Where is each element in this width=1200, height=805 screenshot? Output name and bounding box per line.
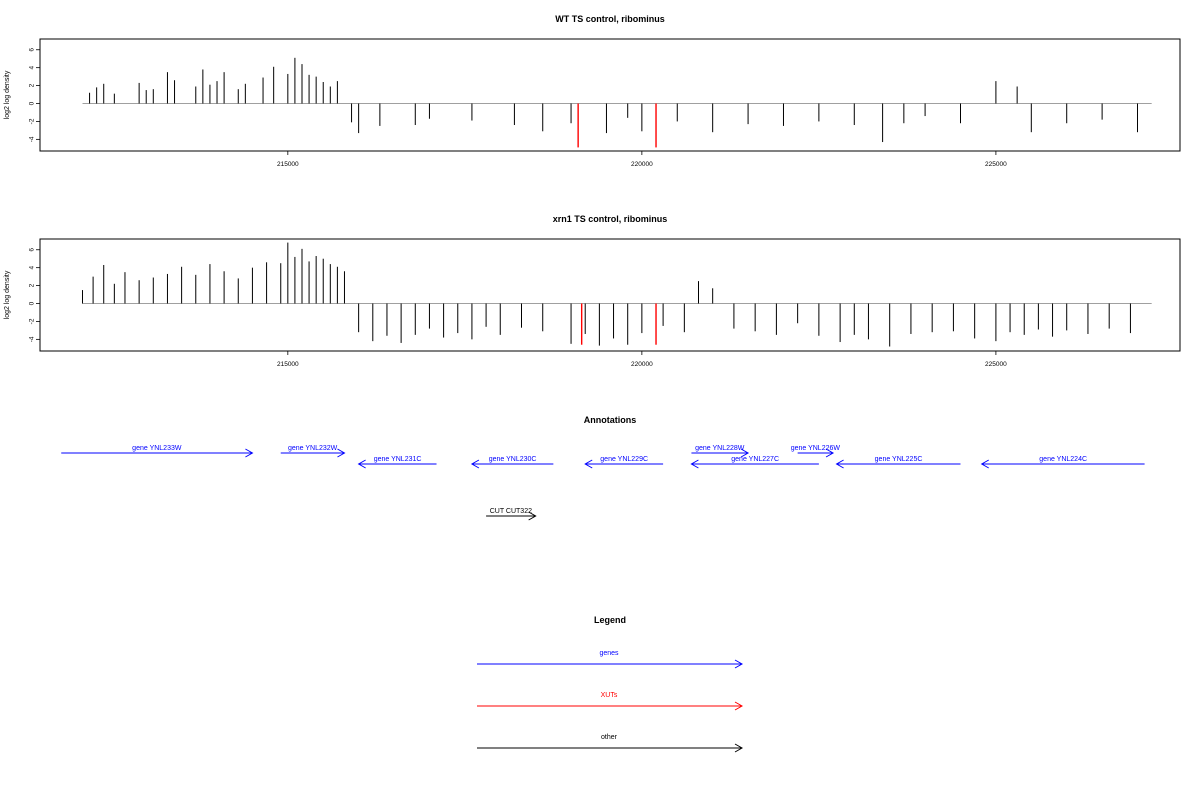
x-tick-label: 220000 [631,361,653,368]
gene-label: gene YNL231C [374,456,422,463]
y-tick-label: 0 [29,101,36,105]
y-tick-label: -2 [29,118,36,124]
annotation-arrow-head [740,448,750,458]
legend-arrow-head [734,743,744,753]
y-tick-label: -2 [29,318,36,324]
legend-arrow-head [734,659,744,669]
annotations-panel: Annotations gene YNL233W gene YNL232W gene … [61,415,1145,521]
gene-label: gene YNL227C [731,456,779,463]
annotation-arrow-head [357,459,366,469]
x-tick-label: 215000 [277,361,299,368]
annotation-arrow-head [835,459,844,469]
legend-panel: Legend genes XUTs other [477,615,744,753]
y-tick-label: 0 [29,301,36,305]
legend-label: genes [599,650,619,657]
x-tick-label: 220000 [631,161,653,168]
legend-label: other [601,734,618,741]
gene-label: gene YNL229C [600,456,648,463]
plot-frame [39,38,1181,152]
annotation-arrow-head [245,448,254,458]
gene-label: gene YNL233W [132,445,182,452]
annotation-arrow-head [690,459,699,469]
x-tick-label: 225000 [985,361,1007,368]
legend-arrow-head [734,701,744,711]
other-label: CUT CUT322 [490,508,532,515]
x-tick-label: 225000 [985,161,1007,168]
y-axis-label: log2 log density [4,270,11,319]
y-tick-label: -4 [29,336,36,342]
annotation-arrow-head [584,459,593,469]
y-tick-label: 2 [29,83,36,87]
gene-label: gene YNL224C [1039,456,1087,463]
panel-wt: WT TS control, ribominus -4 -2 0 2 4 6 log2 log… [4,14,1181,168]
y-tick-label: 4 [29,265,36,269]
annotations-title: Annotations [584,415,637,425]
annotation-arrow-head [337,448,346,458]
gene-label: gene YNL230C [489,456,537,463]
legend-title: Legend [594,615,626,625]
legend-label: XUTs [601,692,618,699]
y-tick-label: -4 [29,136,36,142]
gene-label: gene YNL228W [695,445,745,452]
gene-label: gene YNL226W [791,445,841,452]
annotation-arrow-head [528,511,537,521]
gene-label: gene YNL232W [288,445,338,452]
y-tick-label: 2 [29,283,36,287]
annotation-arrow-head [980,459,989,469]
chart-title: xrn1 TS control, ribominus [553,214,668,224]
annotation-arrow-head [470,459,480,469]
panel-xrn1: xrn1 TS control, ribominus -4 -2 0 2 4 6 log2 l… [4,214,1181,368]
y-tick-label: 4 [29,65,36,69]
x-tick-label: 215000 [277,161,299,168]
y-tick-label: 6 [29,248,36,252]
annotation-arrow-head [825,448,835,458]
y-axis-label: log2 log density [4,70,11,119]
plot-frame [39,238,1181,352]
chart-title: WT TS control, ribominus [555,14,665,24]
y-tick-label: 6 [29,48,36,52]
gene-label: gene YNL225C [875,456,923,463]
